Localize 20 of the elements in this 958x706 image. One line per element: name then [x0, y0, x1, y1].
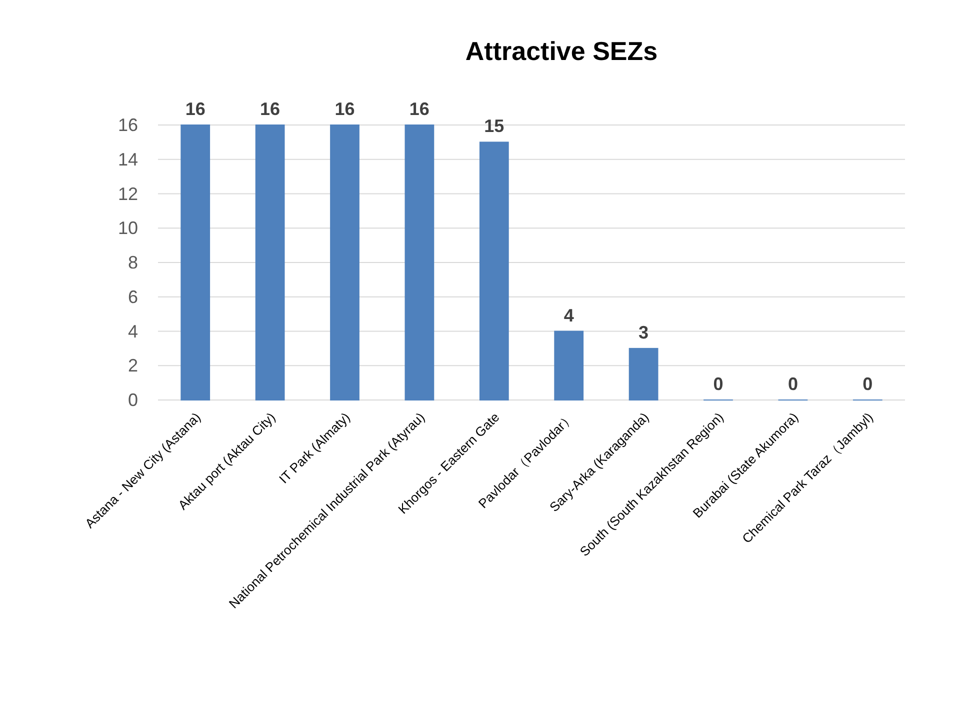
y-tick-label: 8	[128, 252, 138, 272]
y-tick-label: 12	[118, 184, 138, 204]
data-label: 0	[788, 374, 798, 394]
y-tick-label: 14	[118, 149, 138, 170]
data-label: 15	[484, 116, 504, 136]
y-tick-label: 16	[118, 115, 138, 135]
y-tick-label: 0	[128, 390, 138, 410]
data-label: 16	[185, 99, 206, 119]
data-label: 0	[862, 374, 873, 394]
data-label: 16	[260, 99, 280, 119]
y-tick-label: 2	[128, 356, 138, 376]
data-label: 16	[334, 99, 355, 119]
y-tick-label: 10	[118, 218, 138, 238]
y-tick-label: 4	[128, 321, 138, 342]
chart-title: Attractive SEZs	[465, 36, 658, 66]
data-label: 0	[713, 374, 724, 394]
data-label: 16	[409, 99, 430, 119]
data-label: 4	[564, 305, 574, 326]
data-label: 3	[638, 322, 649, 342]
y-tick-label: 6	[128, 286, 138, 307]
